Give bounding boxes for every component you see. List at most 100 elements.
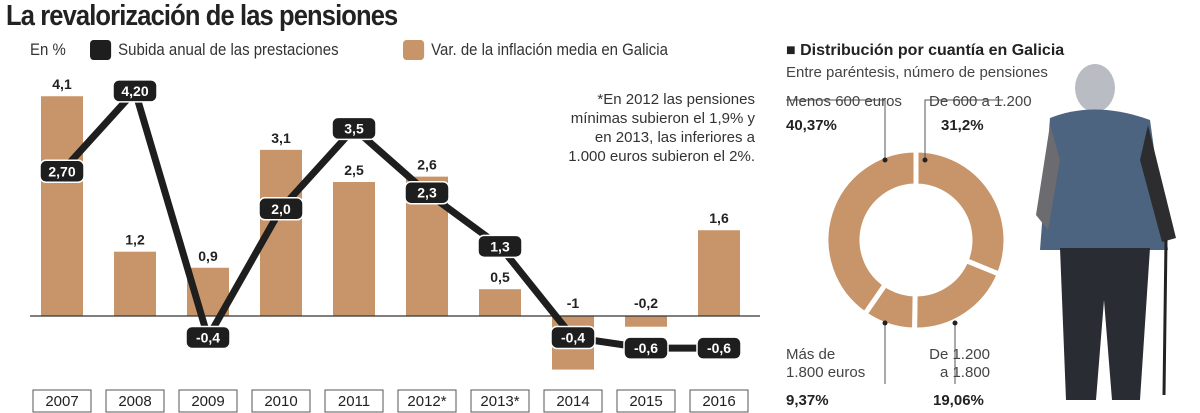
- trousers: [1060, 248, 1150, 400]
- label-line: De 1.200: [929, 346, 990, 363]
- slice-label-mas-1800: Más de 1.800 euros: [786, 346, 865, 382]
- leader-dot: [922, 157, 928, 163]
- donut-slice: [913, 147, 1009, 278]
- donut-slice: [823, 147, 919, 318]
- year-box: [178, 389, 238, 413]
- bar-value-label: 1,2: [125, 232, 145, 248]
- slice-value-1200-1800: 19,06%: [933, 392, 984, 409]
- bar-value-label: 0,9: [198, 248, 218, 264]
- bar-value-label: 1,6: [709, 210, 729, 226]
- x-tick-label: 2012*: [407, 393, 446, 410]
- x-tick-label: 2015: [629, 393, 662, 410]
- line-value-label: 2,3: [417, 185, 437, 201]
- legend-item-bar: Var. de la inflación media en Galicia: [403, 40, 668, 60]
- bar-2011: [333, 182, 375, 316]
- line-point-box: [623, 336, 669, 360]
- x-tick-label: 2007: [45, 393, 78, 410]
- year-box: [397, 389, 457, 413]
- leader-dot: [882, 320, 888, 326]
- x-tick-label: 2016: [702, 393, 735, 410]
- bar-value-label: 2,5: [344, 162, 364, 178]
- bar-2016: [698, 230, 740, 316]
- x-tick-label: 2014: [556, 393, 589, 410]
- line-point-2010: 2,0: [258, 197, 304, 221]
- label-line: 1.800 euros: [786, 364, 866, 381]
- line-point-box: [258, 197, 304, 221]
- right-arm: [1140, 125, 1176, 242]
- unit-label: En %: [30, 40, 66, 59]
- line-value-label: -0,6: [707, 340, 731, 356]
- line-point-box: [550, 325, 596, 350]
- year-box: [251, 389, 311, 413]
- x-tick-label: 2009: [191, 393, 224, 410]
- line-point-2014: -0,4: [550, 325, 596, 350]
- slice-label-600-1200: De 600 a 1.200: [929, 93, 1032, 110]
- line-value-label: 2,70: [48, 163, 75, 179]
- leader-line: [924, 99, 1003, 160]
- bar-value-label: -1: [567, 295, 580, 311]
- legend-label-bar: Var. de la inflación media en Galicia: [431, 40, 668, 59]
- line-point-2013*: 1,3: [477, 234, 523, 259]
- line-point-box: [696, 336, 742, 360]
- year-box: [689, 389, 749, 413]
- line-value-label: 4,20: [121, 83, 148, 99]
- line-value-label: -0,4: [196, 329, 220, 345]
- leader-dot: [952, 320, 958, 326]
- line-value-label: -0,4: [561, 329, 585, 345]
- left-arm: [1036, 125, 1060, 230]
- year-box: [470, 389, 530, 413]
- bar-value-label: 2,6: [417, 157, 437, 173]
- bar-2008: [114, 251, 156, 316]
- year-box: [32, 389, 92, 413]
- cane: [1162, 239, 1168, 396]
- label-line: Más de: [786, 346, 836, 363]
- leader-dot: [882, 157, 888, 163]
- legend-label-line: Subida anual de las prestaciones: [118, 40, 339, 59]
- slice-value-600-1200: 31,2%: [941, 117, 984, 134]
- line-point-box: [112, 79, 158, 103]
- year-box: [105, 389, 165, 413]
- line-point-box: [404, 180, 450, 205]
- line-point-2011: 3,5: [331, 116, 377, 141]
- bar-value-label: 3,1: [271, 130, 291, 146]
- line-point-2016: -0,6: [696, 336, 742, 360]
- line-value-label: -0,6: [634, 340, 658, 356]
- line-point-2008: 4,20: [112, 79, 158, 103]
- x-tick-label: 2013*: [480, 393, 519, 410]
- x-tick-label: 2010: [264, 393, 297, 410]
- pie-title-text: Distribución por cuantía en Galicia: [800, 42, 1065, 59]
- line-point-2015: -0,6: [623, 336, 669, 360]
- slice-value-mas-1800: 9,37%: [786, 392, 829, 409]
- legend-item-line: Subida anual de las prestaciones: [90, 40, 339, 60]
- bar-2013*: [479, 289, 521, 316]
- label-line: a 1.800: [939, 364, 990, 381]
- leader-line: [786, 99, 886, 160]
- chart-note: *En 2012 las pensiones mínimas subieron …: [568, 91, 755, 165]
- bar-value-label: 0,5: [490, 269, 510, 285]
- slice-label-menos-600: Menos 600 euros: [786, 93, 902, 110]
- legend-swatch-line: [90, 40, 112, 60]
- bar-value-label: 4,1: [52, 76, 72, 92]
- year-box: [616, 389, 676, 413]
- line-series: [59, 87, 719, 352]
- line-value-label: 2,0: [271, 201, 291, 217]
- bar-2007: [41, 96, 83, 317]
- line-point-box: [331, 116, 377, 141]
- year-box: [324, 389, 384, 413]
- line-value-label: 3,5: [344, 120, 364, 136]
- line-point-box: [185, 325, 231, 350]
- vest: [1040, 109, 1168, 250]
- x-tick-label: 2011: [338, 393, 370, 410]
- slice-label-1200-1800: De 1.200 a 1.800: [926, 346, 990, 382]
- line-point-2012*: 2,3: [404, 180, 450, 205]
- x-tick-label: 2008: [118, 393, 151, 410]
- slice-value-menos-600: 40,37%: [786, 117, 837, 134]
- head: [1075, 64, 1115, 112]
- line-point-2007: 2,70: [39, 159, 85, 184]
- legend-swatch-bar: [403, 40, 425, 60]
- line-point-box: [477, 234, 523, 259]
- line-value-label: 1,3: [490, 238, 510, 254]
- line-point-box: [39, 159, 85, 184]
- bar-2015: [625, 316, 667, 327]
